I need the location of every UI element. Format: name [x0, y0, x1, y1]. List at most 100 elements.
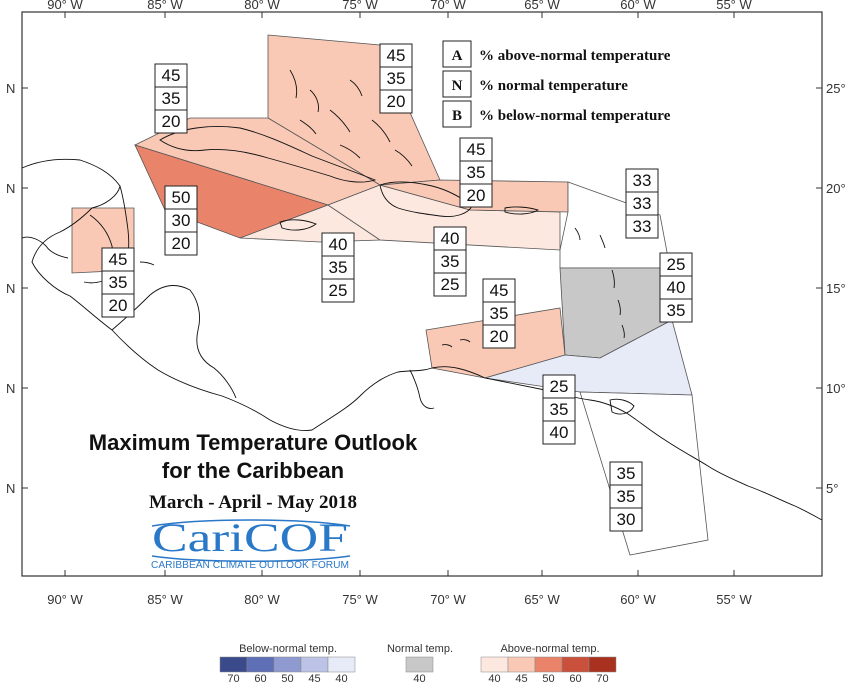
prob-value: 35 — [441, 252, 460, 271]
logo-swoosh-top — [151, 519, 351, 527]
colorbar-title-below: Below-normal temp. — [239, 643, 337, 655]
prob-cell — [433, 272, 467, 297]
prob-value: 20 — [109, 296, 128, 315]
season-label: March - April - May 2018 — [149, 492, 357, 513]
colorbar: Below-normal temp. 70 60 50 45 40 Normal temp.… — [219, 643, 617, 684]
lon-tick-label-bottom: 60° W — [620, 592, 656, 607]
colorbar-title-above: Above-normal temp. — [500, 643, 599, 655]
colorbar-tick-below: 60 — [254, 673, 266, 684]
lon-tick-label-bottom: 55° W — [716, 592, 752, 607]
prob-value: 45 — [467, 140, 486, 159]
key-box-n — [442, 70, 472, 98]
prob-cell — [321, 278, 355, 303]
prob-value: 35 — [617, 464, 636, 483]
lon-tick-label-top: 80° W — [244, 0, 280, 12]
lon-tick-label-bottom: 75° W — [342, 592, 378, 607]
colorbar-swatch-above — [588, 656, 617, 673]
colorbar-swatch-below — [273, 656, 302, 673]
colorbar-swatch-below — [327, 656, 356, 673]
prob-value: 30 — [172, 211, 191, 230]
colorbar-tick-below: 40 — [335, 673, 347, 684]
prob-box-trinidad: 25 35 40 — [542, 374, 576, 445]
key-desc-normal: % normal temperature — [479, 78, 628, 94]
logo-swoosh-bottom — [151, 555, 351, 562]
prob-value: 35 — [109, 273, 128, 292]
lon-tick-label-bottom: 70° W — [430, 592, 466, 607]
lon-tick-label-top: 75° W — [342, 0, 378, 12]
key-desc-below: % below-normal temperature — [479, 108, 671, 124]
prob-value: 20 — [172, 234, 191, 253]
logo-subtitle: CARIBBEAN CLIMATE OUTLOOK FORUM — [151, 560, 349, 571]
prob-value: 40 — [441, 229, 460, 248]
prob-value: 25 — [441, 275, 460, 294]
prob-value: 25 — [667, 255, 686, 274]
lat-tick-label-right: 25° — [826, 81, 845, 96]
key-letter-b: B — [452, 108, 462, 124]
prob-box-belize: 45 35 20 — [101, 247, 135, 318]
lat-tick-label-right: 10° — [826, 381, 845, 396]
lat-tick-label-left: N — [6, 381, 15, 396]
probability-boxes: 45 35 20 45 35 20 45 35 20 50 30 20 40 35 25 40 35 25 45 35… — [101, 43, 693, 532]
colorbar-tick-above: 40 — [488, 673, 500, 684]
lon-tick-label-bottom: 90° W — [47, 592, 83, 607]
prob-cell — [164, 231, 198, 256]
prob-cell — [625, 214, 659, 239]
lon-tick-label-top: 60° W — [620, 0, 656, 12]
colorbar-swatch-below — [246, 656, 275, 673]
colorbar-tick-below: 50 — [281, 673, 293, 684]
prob-cell — [482, 324, 516, 349]
prob-box-hispaniola: 40 35 25 — [433, 226, 467, 297]
prob-cell — [101, 293, 135, 318]
prob-value: 20 — [467, 186, 486, 205]
prob-value: 33 — [633, 217, 652, 236]
colorbar-swatch-normal — [405, 656, 434, 673]
colorbar-swatch-below — [219, 656, 248, 673]
colorbar-tick-above: 60 — [569, 673, 581, 684]
prob-value: 50 — [172, 188, 191, 207]
prob-cell — [659, 298, 693, 323]
prob-value: 33 — [633, 194, 652, 213]
prob-box-bahamas: 45 35 20 — [379, 43, 413, 114]
colorbar-tick-above: 70 — [596, 673, 608, 684]
prob-value: 20 — [387, 92, 406, 111]
prob-value: 25 — [550, 377, 569, 396]
lon-tick-label-bottom: 80° W — [244, 592, 280, 607]
colorbar-title-normal: Normal temp. — [387, 643, 453, 655]
prob-value: 40 — [329, 235, 348, 254]
colorbar-tick-above: 45 — [515, 673, 527, 684]
prob-cell — [154, 109, 188, 134]
prob-value: 25 — [329, 281, 348, 300]
lon-tick-label-top: 90° W — [47, 0, 83, 12]
prob-value: 35 — [162, 89, 181, 108]
colorbar-swatch-above — [561, 656, 590, 673]
prob-value: 35 — [617, 487, 636, 506]
lat-tick-label-left: N — [6, 281, 15, 296]
lat-tick-label-right: 5° — [826, 481, 838, 496]
probability-key: A N B % above-normal temperature % norma… — [442, 40, 671, 128]
prob-box-puertorico: 45 35 20 — [459, 137, 493, 208]
prob-box-cayman: 50 30 20 — [164, 185, 198, 256]
prob-value: 35 — [667, 301, 686, 320]
lat-tick-label-right: 20° — [826, 181, 845, 196]
prob-value: 20 — [162, 112, 181, 131]
prob-value: 45 — [109, 250, 128, 269]
prob-box-cuba: 45 35 20 — [154, 63, 188, 134]
prob-box-leewards: 33 33 33 — [625, 168, 659, 239]
colorbar-tick-normal: 40 — [413, 673, 425, 684]
lon-tick-label-top: 65° W — [524, 0, 560, 12]
key-box-b — [442, 100, 472, 128]
key-desc-above: % above-normal temperature — [479, 48, 671, 64]
key-box-a — [442, 40, 472, 68]
prob-box-windwards: 25 40 35 — [659, 252, 693, 323]
prob-value: 45 — [490, 281, 509, 300]
prob-cell — [379, 89, 413, 114]
prob-value: 35 — [490, 304, 509, 323]
lat-tick-label-left: N — [6, 181, 15, 196]
key-letter-n: N — [452, 78, 463, 94]
colorbar-swatch-below — [300, 656, 329, 673]
prob-cell — [459, 183, 493, 208]
colorbar-tick-above: 50 — [542, 673, 554, 684]
colorbar-swatch-above — [480, 656, 509, 673]
prob-value: 35 — [467, 163, 486, 182]
